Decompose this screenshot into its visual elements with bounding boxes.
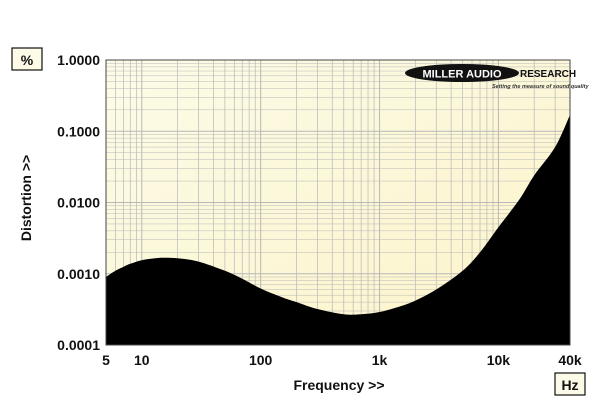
y-tick-label: 0.0010: [57, 266, 100, 282]
series-area: [106, 114, 570, 345]
logo-brand: MILLER AUDIO: [422, 69, 501, 81]
y-tick-labels: 1.0000 0.1000 0.0100 0.0010 0.0001: [57, 52, 100, 353]
x-unit-label: Hz: [561, 377, 578, 393]
logo-tagline: Setting the measure of sound quality: [492, 84, 590, 90]
x-tick-label: 10k: [487, 352, 511, 368]
y-unit-box: [11, 47, 43, 71]
x-tick-label: 1k: [372, 352, 388, 368]
x-tick-label: 10: [134, 352, 150, 368]
logo: MILLER AUDIO RESEARCH Setting the measur…: [405, 64, 590, 90]
logo-suffix: RESEARCH: [520, 69, 576, 80]
y-tick-label: 1.0000: [57, 52, 100, 68]
x-unit-box: [554, 372, 586, 396]
plot-frame: [105, 59, 571, 346]
x-tick-label: 40k: [558, 352, 582, 368]
y-axis-title: Distortion >>: [18, 155, 34, 241]
logo-oval: [405, 64, 519, 82]
y-unit-label: %: [21, 52, 34, 68]
x-axis-title: Frequency >>: [293, 377, 384, 393]
x-tick-label: 100: [249, 352, 273, 368]
x-tick-label: 5: [102, 352, 110, 368]
y-tick-label: 0.1000: [57, 123, 100, 139]
y-tick-label: 0.0001: [57, 337, 100, 353]
y-tick-label: 0.0100: [57, 195, 100, 211]
x-tick-labels: 5 10 100 1k 10k 40k: [102, 352, 582, 368]
